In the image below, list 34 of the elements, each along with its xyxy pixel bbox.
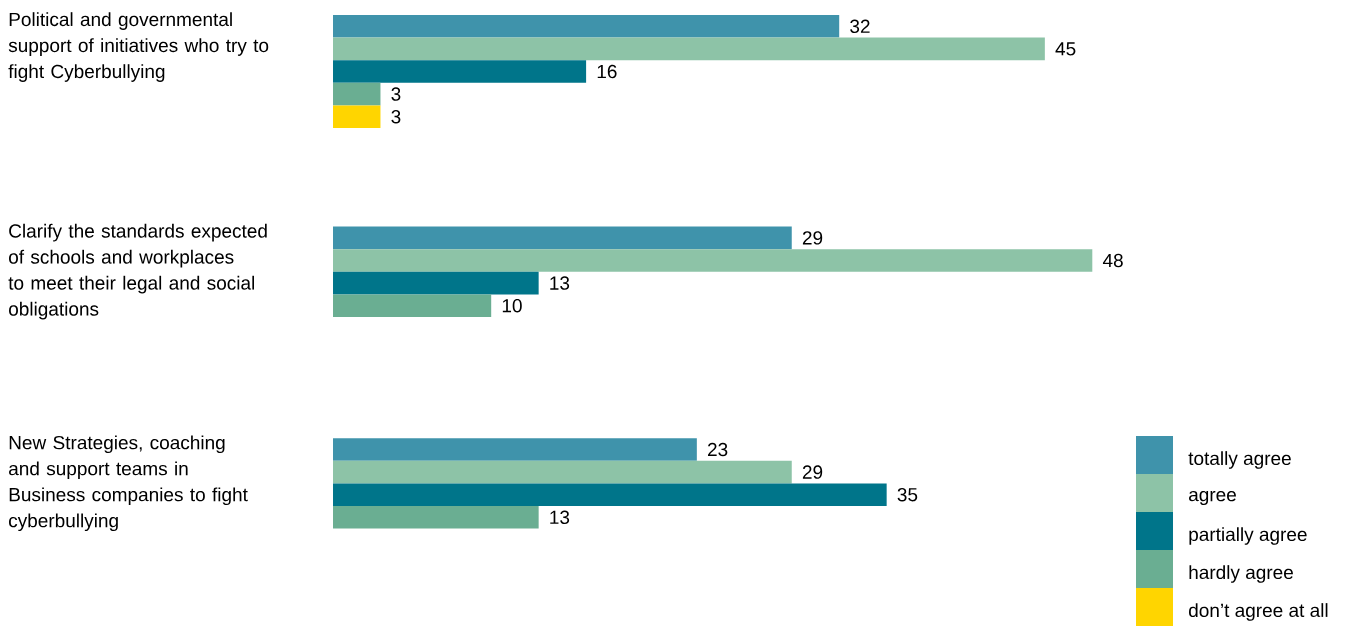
data-label: 23 <box>708 442 728 457</box>
data-label: 13 <box>550 276 570 290</box>
data-label: 10 <box>502 298 522 313</box>
data-label: 35 <box>897 487 918 502</box>
bar <box>333 460 792 484</box>
bar <box>333 294 492 317</box>
bar <box>333 483 887 506</box>
y-tick-label: New Strategies, coaching and support teams in Business companies to fight cyberbullying <box>9 435 248 532</box>
bar <box>333 226 792 250</box>
legend-label: totally agree <box>1188 451 1291 469</box>
data-label: 13 <box>550 510 570 525</box>
bar <box>333 60 587 83</box>
legend-label: don’t agree at all <box>1189 603 1328 621</box>
y-tick-label: Political and governmental support of initiatives who try to fight Cyberbullying <box>8 12 269 82</box>
data-label: 32 <box>850 19 870 34</box>
data-label: 45 <box>1055 42 1076 56</box>
bar <box>333 249 1093 272</box>
data-label: 3 <box>391 87 401 101</box>
legend-label: partially agree <box>1189 527 1307 545</box>
legend-label: hardly agree <box>1189 565 1293 583</box>
data-label: 29 <box>802 231 823 245</box>
bar <box>333 271 539 295</box>
data-label: 29 <box>802 465 823 479</box>
bar <box>333 82 381 106</box>
bar <box>333 438 697 461</box>
bar <box>333 105 381 128</box>
legend-label: agree <box>1189 490 1236 506</box>
bar <box>333 15 840 38</box>
data-label: 3 <box>391 109 401 124</box>
data-label: 48 <box>1102 253 1123 268</box>
y-tick-label: Clarify the standards expected of schools and workplaces to meet their legal and social obligations <box>8 223 267 320</box>
data-label: 16 <box>597 64 617 79</box>
bar <box>333 37 1045 61</box>
bar <box>333 505 539 529</box>
